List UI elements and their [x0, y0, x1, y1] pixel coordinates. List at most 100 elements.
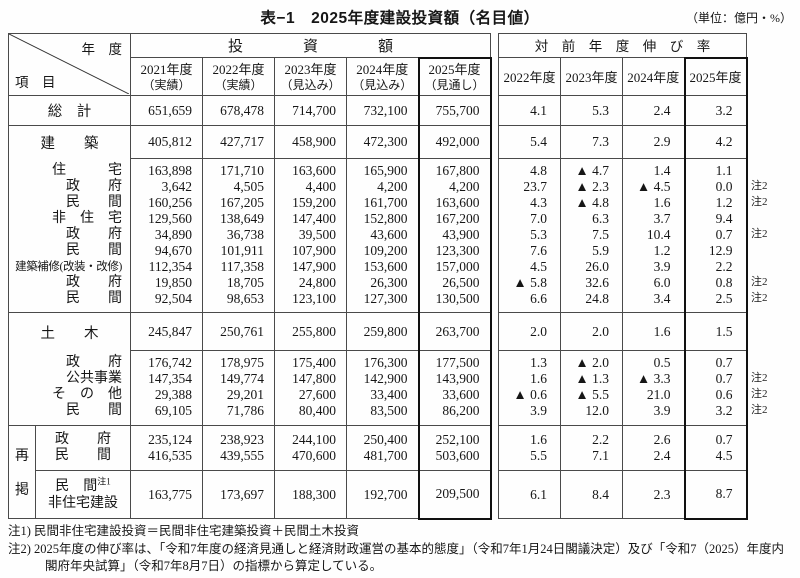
invest-value: 163,600 — [292, 163, 336, 178]
growth-value: ▲ 4.7 — [575, 163, 609, 178]
invest-value: 167,800 — [435, 163, 480, 178]
invest-value: 107,900 — [292, 243, 336, 258]
row-label: 住 宅 — [52, 163, 122, 178]
rows-doboku-sub-growth: 1.3 1.6 ▲ 0.6 3.9 ▲ 2.0 ▲ 1.3 ▲ 5.5 12.0 0.5 ▲ 3.… — [498, 350, 748, 426]
invest-value: 4,505 — [233, 179, 264, 194]
growth-value: 3.7 — [653, 211, 671, 226]
invest-value: 163,775 — [130, 470, 203, 519]
invest-value: 481,700 — [363, 448, 408, 463]
invest-value: 4,200 — [449, 179, 480, 194]
row-label: 土 木 — [40, 325, 99, 342]
invest-value: 250,761 — [202, 312, 275, 351]
growth-value: 1.6 — [653, 195, 671, 210]
row-saikei-growth: 1.6 5.5 2.2 7.1 2.6 2.4 0.7 4.5 — [498, 425, 748, 471]
invest-value: 165,900 — [363, 163, 408, 178]
invest-value: 147,800 — [292, 371, 336, 386]
footnote-ref: 注1 — [97, 475, 111, 486]
invest-value: 127,300 — [363, 291, 408, 306]
row-label: 民 間注1 非住宅建設 — [35, 470, 131, 519]
row-saikei-minkan-growth: 6.1 8.4 2.3 8.7 — [498, 470, 748, 520]
row-label: 民 間注1 — [55, 475, 111, 494]
growth-value: 5.5 — [530, 448, 547, 463]
invest-value: 92,504 — [154, 291, 192, 306]
growth-value: 12.9 — [708, 243, 733, 258]
row-label: 建築補修(改装・改修) — [15, 261, 122, 273]
growth-value: 6.1 — [498, 470, 561, 519]
invest-value: 130,500 — [435, 291, 480, 306]
growth-value: 23.7 — [523, 179, 547, 194]
invest-value: 175,400 — [292, 355, 336, 370]
diagonal-divider — [9, 34, 129, 94]
invest-value: 123,300 — [435, 243, 480, 258]
footnotes: 注1) 民間非住宅建設投資＝民間非住宅建築投資＋民間土木投資 注2) 2025年… — [8, 523, 794, 576]
growth-value: ▲ 0.6 — [513, 387, 547, 402]
invest-col-header: 2022年度 （実績） — [202, 57, 275, 96]
invest-value: 167,200 — [435, 211, 480, 226]
invest-value: 173,697 — [202, 470, 275, 519]
growth-value: 4.5 — [530, 259, 547, 274]
invest-value: 143,900 — [435, 371, 480, 386]
invest-value: 43,600 — [370, 227, 408, 242]
invest-value: 188,300 — [274, 470, 347, 519]
growth-value: 1.4 — [653, 163, 671, 178]
invest-value: 39,500 — [298, 227, 336, 242]
growth-value: 0.7 — [715, 227, 733, 242]
growth-value: 6.6 — [530, 291, 547, 306]
row-label: そ の 他 — [52, 387, 122, 402]
growth-value: 4.1 — [498, 95, 561, 126]
growth-value: 3.2 — [683, 95, 748, 126]
corner-label-item: 項 目 — [15, 75, 56, 90]
growth-value: 5.3 — [530, 227, 547, 242]
row-label: 民 間 — [66, 243, 122, 258]
invest-value: 263,700 — [417, 312, 492, 351]
invest-value: 26,300 — [370, 275, 408, 290]
row-label: 非住宅建設 — [48, 495, 118, 511]
growth-value: ▲ 5.8 — [513, 275, 547, 290]
growth-value: ▲ 1.3 — [575, 371, 609, 386]
invest-value: 245,847 — [130, 312, 203, 351]
title-bar: 表−1 2025年度建設投資額（名目値） （単位：億円・%） — [0, 6, 800, 28]
growth-value: 2.0 — [498, 312, 561, 351]
invest-value: 235,124 — [148, 432, 192, 447]
invest-value: 34,890 — [154, 227, 192, 242]
growth-value: 1.5 — [683, 312, 748, 351]
row-label: 非 住 宅 — [52, 211, 122, 226]
row-sokei-growth: 4.1 5.3 2.4 3.2 — [498, 95, 748, 126]
growth-col-header: 2023年度 — [560, 57, 623, 96]
corner-label-year: 年 度 — [81, 42, 123, 57]
invest-value: 83,500 — [370, 403, 408, 418]
row-label: 政 府 — [66, 275, 122, 290]
growth-value: 2.9 — [622, 125, 685, 159]
growth-value: 1.1 — [715, 163, 733, 178]
invest-value: 101,911 — [220, 243, 264, 258]
unit-label: （単位：億円・%） — [686, 11, 792, 25]
growth-value: 3.2 — [715, 403, 733, 418]
invest-value: 160,256 — [148, 195, 192, 210]
invest-value: 86,200 — [442, 403, 480, 418]
growth-value: ▲ 3.3 — [636, 371, 671, 386]
invest-value: 3,642 — [161, 179, 192, 194]
growth-value: 0.8 — [715, 275, 733, 290]
growth-value: 12.0 — [585, 403, 609, 418]
investment-table: 年 度 項 目 投 資 額 2021年度 （実績） 2022年度 （実績） 20… — [8, 33, 492, 520]
growth-value: 2.2 — [592, 432, 609, 447]
invest-value: 149,774 — [220, 371, 264, 386]
note2-ref: 注2 — [751, 292, 768, 304]
row-label-group: 土 木政 府公共事業そ の 他民 間 — [8, 312, 131, 426]
row-saikei: 再掲政 府民 間 235,124 416,535 238,923 439,555 244,… — [8, 425, 492, 519]
invest-value: 651,659 — [130, 95, 203, 126]
invest-value: 161,700 — [363, 195, 408, 210]
growth-year-header-row: 2022年度 2023年度 2024年度 2025年度 — [498, 56, 748, 96]
invest-value: 250,400 — [363, 432, 408, 447]
invest-value: 178,975 — [220, 355, 264, 370]
invest-value: 714,700 — [274, 95, 347, 126]
growth-value: ▲ 2.3 — [575, 179, 609, 194]
invest-value: 405,812 — [130, 125, 203, 159]
growth-value: 7.5 — [592, 227, 609, 242]
growth-value: 0.7 — [715, 355, 733, 370]
row-label: 民 間 — [66, 403, 122, 418]
growth-value: 32.6 — [585, 275, 609, 290]
invest-value: 503,600 — [435, 448, 480, 463]
row-label: 政 府 — [55, 432, 111, 447]
row-label-group: 建 築住 宅政 府民 間非 住 宅政 府民 間建築補修(改装・改修) 政 府民 間 — [8, 125, 131, 313]
